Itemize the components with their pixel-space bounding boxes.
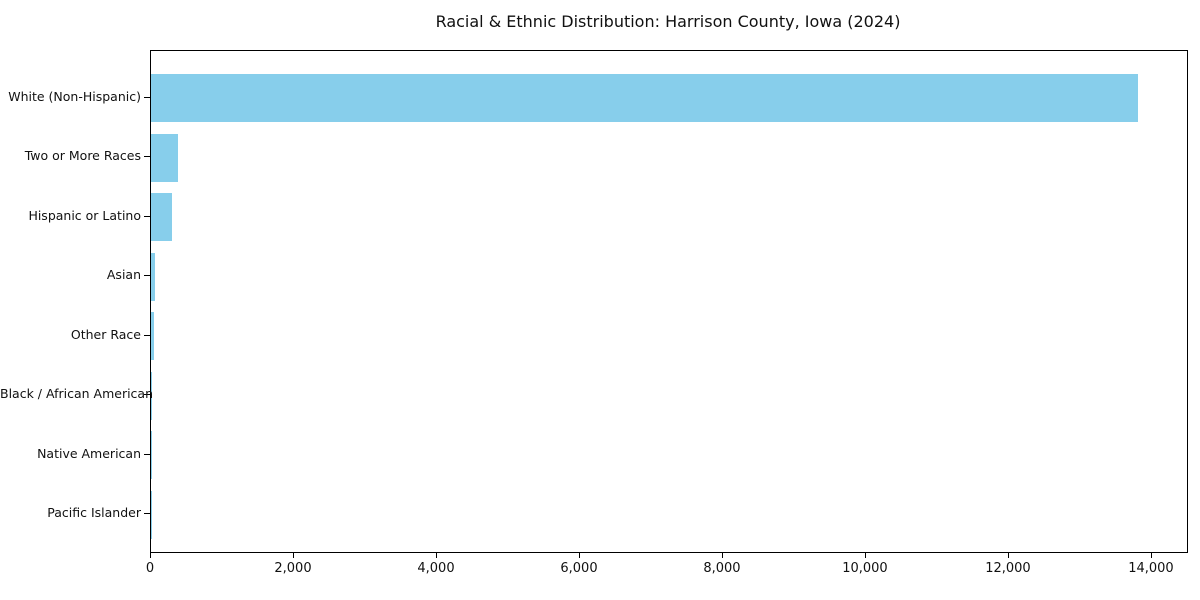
- x-tick-mark: [1150, 552, 1152, 558]
- x-tick-mark: [578, 552, 580, 558]
- bar-native-american: [151, 431, 152, 480]
- y-axis-category-label: White (Non-Hispanic): [8, 88, 141, 104]
- x-tick-label: 2,000: [274, 561, 312, 576]
- x-tick-mark: [150, 552, 151, 558]
- y-tick-mark: [144, 156, 150, 158]
- plot-area: [150, 50, 1188, 553]
- bar-other-race: [151, 312, 154, 361]
- x-tick-label: 4,000: [417, 561, 455, 576]
- x-tick-mark: [435, 552, 437, 558]
- y-tick-mark: [144, 453, 150, 455]
- bar-white-non-hispanic: [151, 74, 1138, 122]
- x-tick-mark: [721, 552, 723, 558]
- x-tick-mark: [864, 552, 866, 558]
- y-axis-category-label: Black / African American: [0, 386, 154, 402]
- y-tick-mark: [144, 96, 150, 98]
- bar-black-african-american: [151, 371, 153, 420]
- bar-hispanic-or-latino: [151, 193, 173, 242]
- x-tick-label: 8,000: [703, 561, 741, 576]
- y-tick-mark: [144, 334, 150, 336]
- y-axis-category-label: Pacific Islander: [47, 505, 141, 521]
- x-tick-mark: [292, 552, 294, 558]
- y-axis-category-label: Hispanic or Latino: [28, 207, 141, 223]
- chart-title: Racial & Ethnic Distribution: Harrison C…: [435, 12, 901, 31]
- y-tick-mark: [144, 215, 150, 217]
- x-tick-mark: [1007, 552, 1009, 558]
- x-tick-label: 14,000: [1128, 561, 1174, 576]
- y-tick-mark: [144, 513, 150, 515]
- x-tick-label: 12,000: [985, 561, 1031, 576]
- x-tick-label: 6,000: [560, 561, 598, 576]
- y-axis-category-label: Native American: [37, 445, 141, 461]
- y-axis-category-label: Other Race: [70, 326, 141, 342]
- x-tick-label: 10,000: [842, 561, 888, 576]
- y-axis-category-label: Asian: [106, 267, 141, 283]
- bar-two-or-more-races: [151, 133, 178, 182]
- y-tick-mark: [144, 394, 150, 396]
- x-tick-label: 0: [145, 561, 155, 576]
- y-axis-category-label: Two or More Races: [24, 148, 141, 164]
- y-tick-mark: [144, 275, 150, 277]
- bar-asian: [151, 252, 155, 301]
